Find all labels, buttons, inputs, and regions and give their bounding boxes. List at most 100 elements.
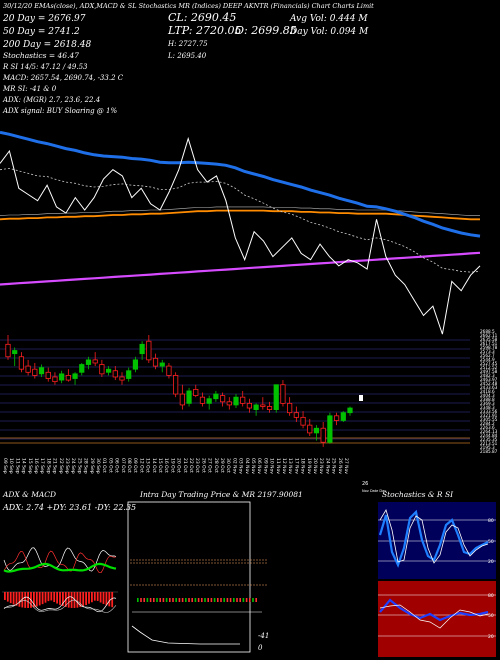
date-label-32: 26 Oct [200, 458, 206, 473]
candle-body-50 [340, 412, 346, 421]
date-label-6: 17 Sep [39, 458, 45, 474]
header-row3-3: Day Vol: 0.094 M [289, 27, 369, 37]
close-line [0, 136, 481, 335]
price-axis-label-12: 2463.97 [480, 377, 498, 382]
date-label-46: 13 Nov [287, 458, 293, 474]
macd-bar-7 [24, 592, 27, 608]
date-label-39: 04 Nov [244, 458, 250, 474]
candle-body-17 [119, 376, 125, 381]
macd-bar-4 [15, 592, 18, 606]
price-axis-label-9: 2512.52 [480, 365, 498, 370]
candle-body-20 [139, 343, 145, 355]
rsi-level-label-b3: 20 [488, 634, 494, 640]
candle-body-18 [126, 370, 132, 379]
candle-body-37 [253, 404, 259, 410]
candle-body-11 [79, 364, 85, 373]
date-label-0: 09 Sep [2, 458, 8, 474]
macd-bar-1 [6, 592, 9, 602]
macd-bar-18 [56, 592, 58, 604]
date-label-54: 26 Nov [337, 458, 343, 474]
intraday-tick-26 [220, 598, 222, 602]
price-axis-label-13: 2452.48 [480, 381, 498, 386]
price-axis-label-6: 2562.7 [480, 353, 495, 358]
candle-body-36 [246, 402, 253, 409]
price-axis-label-17: 2388.8 [480, 397, 495, 402]
intraday-tick-10 [169, 598, 171, 602]
candle-body-33 [226, 401, 232, 406]
candle-body-48 [327, 415, 333, 443]
rsi-line [379, 598, 489, 622]
candle-body-21 [146, 340, 152, 361]
intraday-tick-9 [165, 598, 168, 602]
candle-body-8 [59, 373, 65, 381]
date-label-42: 09 Nov [262, 458, 268, 474]
candle-body-24 [166, 365, 172, 376]
candle-body-39 [266, 406, 273, 410]
header-row3-0: 50 Day = 2741.2 [3, 27, 80, 37]
header-row4-1: H: 2727.75 [167, 40, 208, 48]
macd-bar-29 [88, 592, 90, 604]
adx-panel-values: ADX: 2.74 +DY: 23.61 -DY: 22.35 [2, 503, 136, 512]
date-label-43: 10 Nov [269, 458, 275, 474]
date-label-4: 15 Sep [27, 458, 33, 474]
header-row1-0: 30/12/20 EMAs(close), ADX,MACD & SL Stoc… [3, 2, 374, 10]
price-axis-label-11: 2482.3 [480, 373, 495, 378]
intraday-tick-8 [162, 598, 165, 602]
date-label-2: 11 Sep [14, 458, 20, 474]
intraday-tick-16 [188, 598, 190, 602]
date-label-41: 06 Nov [256, 458, 262, 474]
macd-bar-27 [82, 592, 85, 607]
intraday-tick-6 [156, 598, 158, 602]
date-label-45: 12 Nov [281, 458, 287, 474]
candle-body-30 [206, 398, 212, 404]
price-axis-label-1: 2662.11 [480, 333, 498, 338]
date-label-44: 11 Nov [275, 458, 281, 474]
macd-bar-2 [9, 592, 12, 604]
macd-bar-14 [44, 592, 47, 603]
date-label-17: 05 Oct [107, 458, 113, 473]
ema-panel [0, 130, 481, 335]
candle-body-22 [152, 357, 159, 367]
price-axis-label-25: 2264.13 [480, 429, 498, 434]
price-axis-label-14: 2433.63 [480, 385, 498, 390]
ema20-line [0, 167, 481, 273]
intraday-tick-25 [217, 598, 219, 602]
macd-bar-17 [53, 592, 56, 603]
date-label-16: 01 Oct [101, 458, 107, 473]
price-axis-label-2: 2635.58 [480, 337, 498, 342]
rsi-level-label-b1: 80 [488, 593, 494, 599]
candle-body-2 [18, 356, 25, 370]
macd-bar-32 [96, 592, 99, 601]
ema-long-line [0, 251, 481, 286]
stoch-level-label-t2: 50 [488, 539, 494, 545]
intraday-tick-12 [175, 598, 177, 602]
macd-bar-26 [79, 592, 82, 608]
candle-body-5 [38, 367, 45, 375]
date-label-12: 25 Sep [76, 458, 82, 474]
macd-signal-line [3, 599, 117, 613]
candle-body-43 [293, 412, 299, 418]
candle-body-7 [52, 376, 58, 383]
header-row8-0: MR SI: -41 & 0 [2, 85, 57, 93]
date-label-10: 23 Sep [64, 458, 70, 474]
candle-body-10 [72, 373, 78, 379]
date-label-23: 13 Oct [145, 458, 151, 473]
intraday-tick-23 [210, 598, 213, 602]
header-row3-2: O: 2699.85 [235, 24, 297, 37]
price-axis-label-5: 2573.3 [480, 349, 495, 354]
candle-body-34 [233, 396, 239, 406]
price-axis-label-4: 2598.78 [480, 345, 498, 350]
candle-body-32 [219, 395, 226, 403]
date-label-20: 08 Oct [126, 458, 132, 473]
intraday-tick-35 [249, 598, 251, 602]
candle-body-38 [260, 404, 266, 407]
header-row6-0: R SI 14/5: 47.12 / 49.53 [2, 63, 88, 71]
intraday-tick-21 [204, 598, 206, 602]
intraday-panel: Intra Day Trading Price & MR 2197.90081 -… [127, 490, 303, 653]
date-label-7: 18 Sep [45, 458, 51, 474]
candle-body-42 [287, 402, 293, 414]
intraday-tick-30 [233, 598, 235, 602]
intraday-tick-4 [149, 598, 152, 602]
date-label-48: 18 Nov [300, 458, 306, 474]
date-label-49: 19 Nov [306, 458, 312, 474]
